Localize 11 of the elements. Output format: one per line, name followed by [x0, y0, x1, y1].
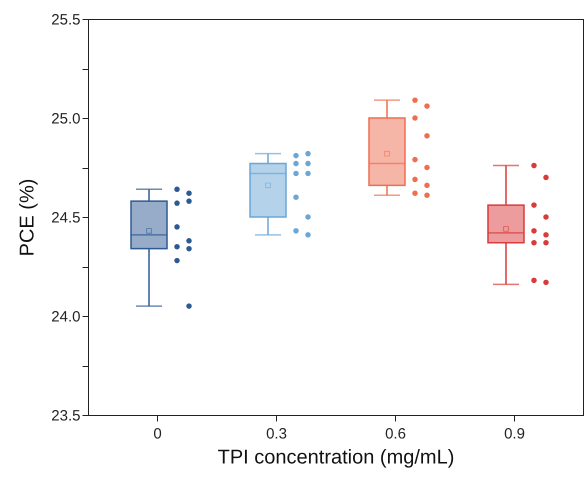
- x-tick-label: 0.3: [266, 426, 287, 442]
- y-tick-label: 23.5: [51, 408, 80, 424]
- x-tick-label: 0.9: [504, 426, 525, 442]
- y-tick-label: 24.0: [51, 308, 80, 326]
- y-tick-label: 24.5: [51, 210, 80, 226]
- y-tick-label: 25.0: [51, 110, 80, 128]
- y-axis-title: PCE (%): [16, 178, 38, 256]
- x-tick-label: 0.6: [385, 426, 406, 442]
- y-tick-label: 25.5: [51, 12, 80, 28]
- x-tick-label: 0: [153, 426, 162, 442]
- x-axis-title: TPI concentration (mg/mL): [218, 446, 454, 468]
